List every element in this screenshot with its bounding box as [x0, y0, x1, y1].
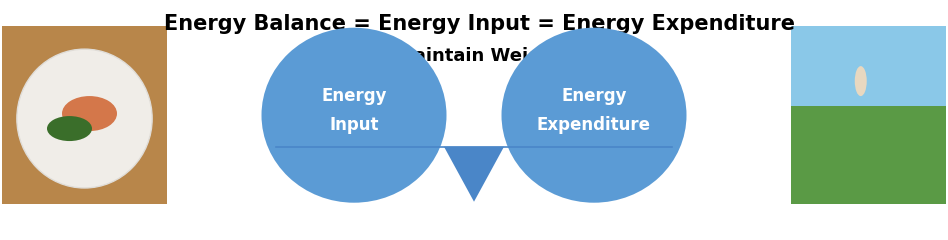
Text: Energy Balance = Energy Input = Energy Expenditure: Energy Balance = Energy Input = Energy E… — [163, 14, 794, 34]
Bar — [791, 26, 946, 106]
Text: Energy
Expenditure: Energy Expenditure — [537, 87, 651, 134]
Ellipse shape — [262, 28, 447, 203]
Bar — [2, 26, 167, 204]
Ellipse shape — [501, 28, 686, 203]
Polygon shape — [444, 147, 504, 202]
Ellipse shape — [855, 66, 866, 96]
Ellipse shape — [47, 116, 92, 141]
Ellipse shape — [17, 49, 152, 188]
Ellipse shape — [62, 96, 117, 131]
Text: Maintain Weight: Maintain Weight — [396, 47, 562, 65]
Bar — [791, 26, 946, 204]
Text: Energy
Input: Energy Input — [321, 87, 387, 134]
